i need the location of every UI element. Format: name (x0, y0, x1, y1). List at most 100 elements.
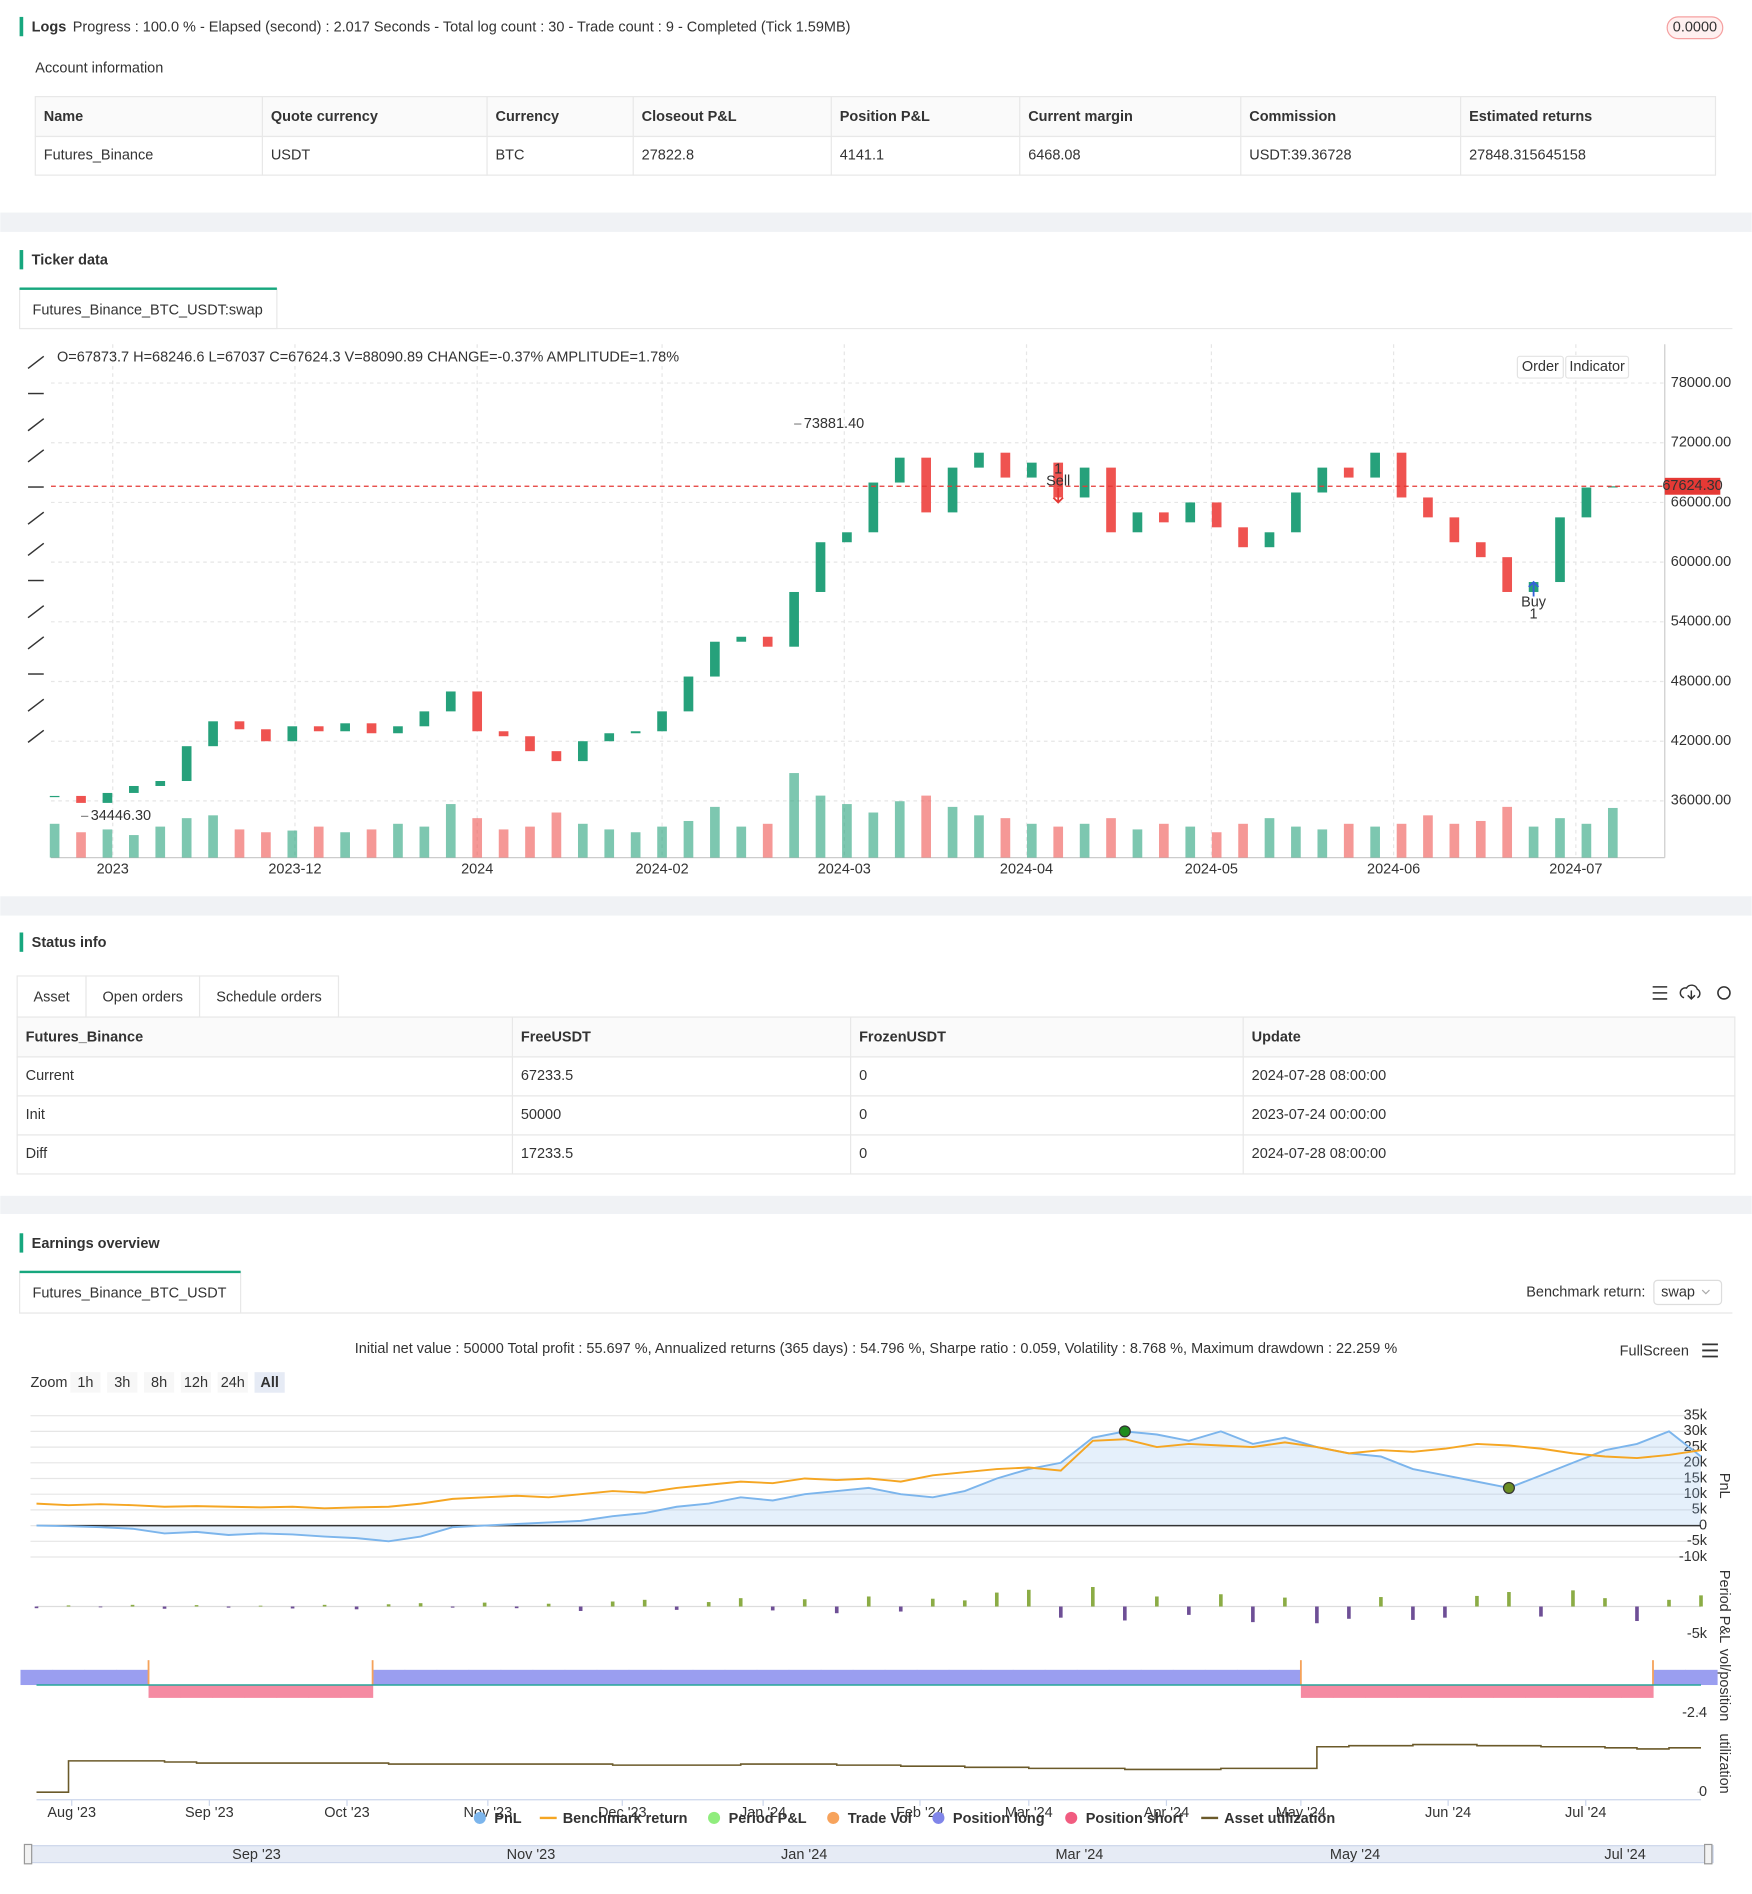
legend-label[interactable]: Asset utilization (1224, 1811, 1335, 1827)
legend-item[interactable]: Trade Vol (827, 1811, 912, 1827)
tool-icon[interactable] (27, 698, 45, 712)
volume-bar (710, 806, 720, 858)
legend-item[interactable]: Position long (932, 1811, 1045, 1827)
chart-button[interactable] (1565, 355, 1630, 379)
y-tick-label: 0 (1699, 1784, 1707, 1800)
tab[interactable] (16, 975, 87, 1018)
zoom-button-label[interactable]: All (260, 1375, 279, 1391)
benchmark-select[interactable] (1653, 1279, 1723, 1306)
table-cell: 2024-07-28 08:00:00 (1252, 1146, 1387, 1162)
position-bar (404, 1669, 438, 1686)
legend-label[interactable]: Position long (953, 1811, 1045, 1827)
tab-label[interactable]: Schedule orders (216, 990, 321, 1006)
legend-label[interactable]: Benchmark return (563, 1811, 688, 1827)
tab[interactable] (18, 288, 278, 330)
section-title: Status info (32, 935, 107, 951)
chart-button[interactable] (1516, 355, 1564, 379)
tool-icon[interactable] (27, 729, 45, 743)
legend-label[interactable]: Position short (1086, 1811, 1184, 1827)
axis-title: vol/position (1716, 1649, 1732, 1721)
tab-label[interactable]: Futures_Binance_BTC_USDT:swap (33, 302, 263, 318)
zoom-button[interactable] (254, 1372, 285, 1393)
menu-icon[interactable] (1652, 986, 1668, 1000)
legend-item[interactable]: Asset utilization (1201, 1811, 1335, 1827)
candle (472, 691, 483, 732)
y-tick-label: 72000.00 (1671, 435, 1731, 451)
zoom-button-label[interactable]: 12h (184, 1375, 208, 1391)
candle (313, 726, 324, 732)
zoom-button-label[interactable]: 3h (114, 1375, 130, 1391)
period-bar (450, 1606, 455, 1608)
settings-icon[interactable] (1717, 986, 1731, 1000)
zoom-button[interactable] (70, 1372, 101, 1393)
tab[interactable] (198, 975, 340, 1018)
candle (894, 457, 905, 483)
period-bar (418, 1603, 423, 1607)
tool-icon[interactable] (27, 542, 45, 556)
download-icon[interactable] (1679, 984, 1701, 1000)
navigator-handle[interactable] (1704, 1843, 1713, 1865)
zoom-button-label[interactable]: 1h (77, 1375, 93, 1391)
x-tick-label: Feb '24 (896, 1805, 944, 1821)
period-bar (98, 1606, 103, 1608)
position-bar (180, 1685, 214, 1698)
tab-active-bar (19, 287, 277, 290)
legend-item[interactable]: Period P&L (708, 1811, 807, 1827)
zoom-button[interactable] (144, 1372, 175, 1393)
tool-icon[interactable] (27, 355, 45, 369)
candle (947, 467, 958, 513)
zoom-button-label[interactable]: 24h (221, 1375, 245, 1391)
candle (1238, 527, 1248, 548)
tab[interactable] (18, 1271, 242, 1314)
benchmark-value[interactable]: swap (1661, 1284, 1695, 1300)
legend-label[interactable]: PnL (494, 1811, 522, 1827)
navigator-handle[interactable] (23, 1843, 33, 1865)
table-header-bg (34, 96, 1717, 138)
tool-icon[interactable] (27, 636, 45, 650)
volume-bar (1291, 826, 1301, 858)
menu-icon[interactable] (1702, 1343, 1718, 1358)
zoom-button[interactable] (180, 1372, 212, 1393)
tool-icon[interactable] (27, 511, 45, 525)
tab[interactable] (85, 975, 201, 1018)
legend-label[interactable]: Trade Vol (848, 1811, 912, 1827)
legend-item[interactable]: Position short (1065, 1811, 1183, 1827)
tool-icon[interactable] (27, 605, 45, 619)
period-bar (354, 1606, 359, 1610)
volume-bar (894, 801, 905, 858)
zoom-button[interactable] (217, 1372, 248, 1393)
zoom-button-label[interactable]: 8h (151, 1375, 167, 1391)
position-bar (84, 1669, 118, 1686)
tool-icon[interactable] (27, 418, 45, 432)
period-bar (1699, 1595, 1703, 1607)
x-tick-label: 2024-05 (1185, 862, 1238, 878)
legend-item[interactable]: PnL (473, 1811, 522, 1827)
y-tick-label: 78000.00 (1671, 375, 1731, 391)
period-bar (1058, 1606, 1063, 1618)
candle (49, 795, 60, 798)
volume-bar (1053, 826, 1064, 858)
chart-button-label[interactable]: Order (1522, 359, 1559, 375)
tab-label[interactable]: Open orders (103, 990, 184, 1006)
period-bar (226, 1606, 231, 1608)
table-cell: Diff (26, 1146, 48, 1162)
pnl-area (36, 1431, 1702, 1542)
chart-button-label[interactable]: Indicator (1569, 359, 1625, 375)
zoom-button[interactable] (107, 1372, 138, 1393)
position-bar (116, 1669, 150, 1686)
navigator-label: Jul '24 (1604, 1847, 1645, 1863)
legend-item[interactable]: Benchmark return (539, 1811, 688, 1827)
fullscreen[interactable]: FullScreen (1620, 1343, 1689, 1359)
volume-bar (1528, 826, 1539, 858)
x-tick-label: 2024-07 (1549, 862, 1602, 878)
table-row (16, 1056, 1736, 1097)
volume-bar (234, 829, 245, 858)
tool-icon[interactable] (27, 449, 45, 463)
legend-label[interactable]: Period P&L (729, 1811, 807, 1827)
y-tick-label: 42000.00 (1671, 733, 1731, 749)
position-bar (596, 1669, 630, 1686)
tab-label[interactable]: Futures_Binance_BTC_USDT (33, 1285, 227, 1301)
table-header-cell: Futures_Binance (26, 1029, 144, 1045)
tab-label[interactable]: Asset (33, 990, 69, 1006)
period-bar (1507, 1592, 1511, 1607)
